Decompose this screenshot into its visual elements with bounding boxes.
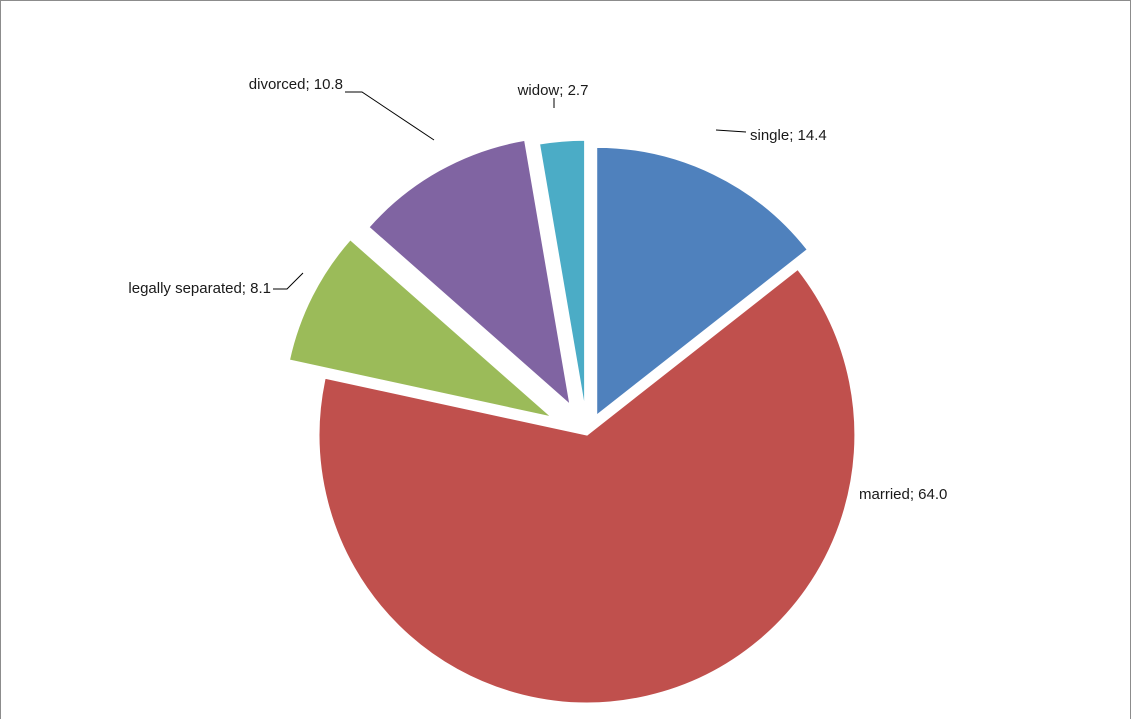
pie-slice-widow <box>538 139 586 409</box>
pie-slice-married <box>318 268 856 704</box>
data-labels: single; 14.4 married; 64.0 legally separat… <box>128 76 947 503</box>
leader-line-divorced <box>345 91 435 141</box>
data-label-single: single; 14.4 <box>750 127 827 144</box>
data-label-widow: widow; 2.7 <box>517 82 589 99</box>
leader-line-single <box>715 129 747 133</box>
data-label-married: married; 64.0 <box>859 486 947 503</box>
pie-slice-single <box>596 146 809 417</box>
pie-slice-divorced <box>368 139 571 407</box>
pie-slice-legally-separated <box>288 238 554 419</box>
label-leader-lines <box>273 91 747 290</box>
data-label-divorced: divorced; 10.8 <box>249 76 343 93</box>
pie-slices <box>288 139 856 704</box>
data-label-legally-separated: legally separated; 8.1 <box>128 280 271 297</box>
leader-line-legally-separated <box>273 272 304 290</box>
